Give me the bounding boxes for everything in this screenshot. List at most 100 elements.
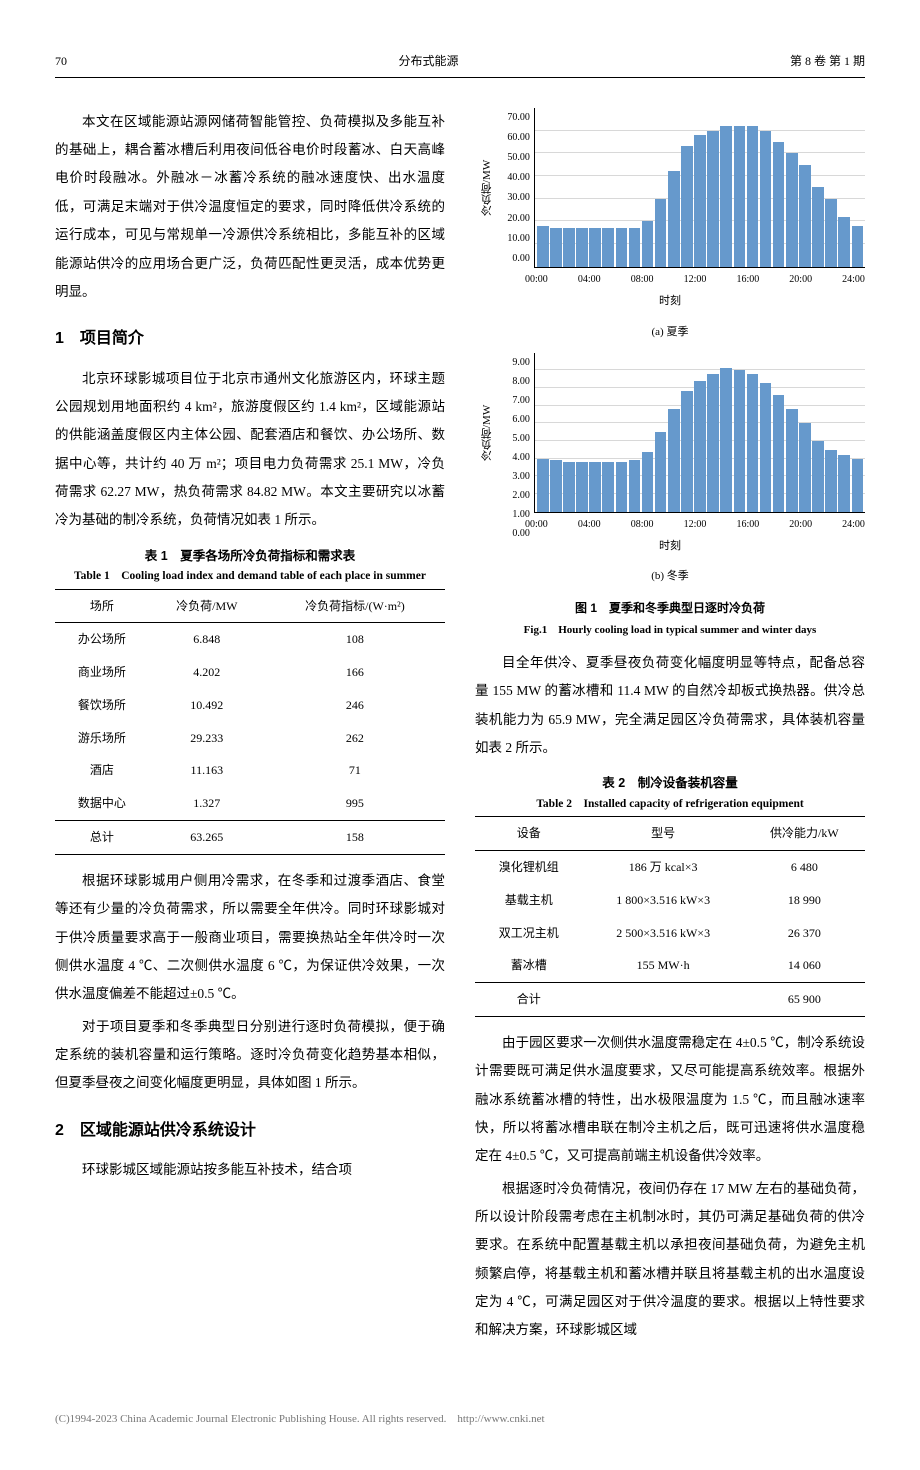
table-cell: 4.202 xyxy=(149,656,265,689)
table-cell: 166 xyxy=(265,656,445,689)
table-cell: 995 xyxy=(265,787,445,820)
table-row: 合计65 900 xyxy=(475,983,865,1017)
chart-bar xyxy=(576,228,588,267)
chart-bar xyxy=(747,374,759,512)
chart-bar xyxy=(602,228,614,267)
table-cell: 6 480 xyxy=(744,851,865,884)
chart-bar xyxy=(563,228,575,267)
issue-info: 第 8 卷 第 1 期 xyxy=(790,50,865,73)
page-header: 70 分布式能源 第 8 卷 第 1 期 xyxy=(55,50,865,78)
chart-bar xyxy=(616,228,628,267)
chart-subtitle: (a) 夏季 xyxy=(475,322,865,343)
chart-bar xyxy=(681,391,693,511)
table-row: 总计63.265158 xyxy=(55,821,445,855)
chart-y-tick: 10.00 xyxy=(500,229,530,248)
table-row: 餐饮场所10.492246 xyxy=(55,689,445,722)
intro-paragraph: 本文在区域能源站源网储荷智能管控、负荷模拟及多能互补的基础上，耦合蓄冰槽后利用夜… xyxy=(55,108,445,306)
chart-bar xyxy=(616,462,628,511)
table-2-title-en: Table 2 Installed capacity of refrigerat… xyxy=(475,796,865,812)
table-cell: 10.492 xyxy=(149,689,265,722)
chart-bar xyxy=(773,142,785,267)
table-cell: 6.848 xyxy=(149,623,265,656)
table-1-title-en: Table 1 Cooling load index and demand ta… xyxy=(55,568,445,584)
table-row: 双工况主机2 500×3.516 kW×326 370 xyxy=(475,917,865,950)
chart-bar xyxy=(629,228,641,267)
chart-bar xyxy=(668,409,680,511)
chart-y-tick: 3.00 xyxy=(500,467,530,486)
chart-bar xyxy=(694,135,706,267)
chart-bar xyxy=(629,460,641,511)
table-cell: 63.265 xyxy=(149,821,265,855)
chart-bar xyxy=(852,226,864,267)
chart-x-tick: 16:00 xyxy=(736,515,759,534)
chart-x-tick: 12:00 xyxy=(684,515,707,534)
table-header-cell: 供冷能力/kW xyxy=(744,817,865,851)
table-cell: 数据中心 xyxy=(55,787,149,820)
figure-1-winter: 冷负荷/MW9.008.007.006.005.004.003.002.001.… xyxy=(475,353,865,588)
chart-y-tick: 4.00 xyxy=(500,448,530,467)
chart-bar xyxy=(786,153,798,267)
figure-1-summer: 冷负荷/MW70.0060.0050.0040.0030.0020.0010.0… xyxy=(475,108,865,343)
chart-y-tick: 1.00 xyxy=(500,505,530,524)
table-cell: 双工况主机 xyxy=(475,917,583,950)
table-header-cell: 型号 xyxy=(583,817,744,851)
chart-bar xyxy=(760,383,772,512)
chart-y-tick: 50.00 xyxy=(500,148,530,167)
table-cell: 155 MW·h xyxy=(583,949,744,982)
chart-y-tick: 20.00 xyxy=(500,209,530,228)
chart-x-label: 时刻 xyxy=(475,291,865,312)
table-cell: 2 500×3.516 kW×3 xyxy=(583,917,744,950)
chart-bar xyxy=(760,131,772,267)
table-cell xyxy=(583,983,744,1017)
page-footer: (C)1994-2023 China Academic Journal Elec… xyxy=(55,1409,865,1430)
chart-y-tick: 6.00 xyxy=(500,410,530,429)
table-cell: 1.327 xyxy=(149,787,265,820)
table-cell: 246 xyxy=(265,689,445,722)
chart-bar xyxy=(681,146,693,266)
section-1-paragraph: 北京环球影城项目位于北京市通州文化旅游区内，环球主题公园规划用地面积约 4 km… xyxy=(55,365,445,535)
chart-y-tick: 30.00 xyxy=(500,188,530,207)
chart-bar xyxy=(563,462,575,511)
table-cell: 餐饮场所 xyxy=(55,689,149,722)
chart-bar xyxy=(747,126,759,267)
chart-bar xyxy=(602,462,614,511)
table-row: 酒店11.16371 xyxy=(55,754,445,787)
table-cell: 18 990 xyxy=(744,884,865,917)
table-header-cell: 冷负荷/MW xyxy=(149,589,265,623)
table-cell: 游乐场所 xyxy=(55,722,149,755)
table-cell: 26 370 xyxy=(744,917,865,950)
left-column: 本文在区域能源站源网储荷智能管控、负荷模拟及多能互补的基础上，耦合蓄冰槽后利用夜… xyxy=(55,108,445,1349)
chart-bar xyxy=(734,126,746,267)
chart-bar xyxy=(707,131,719,267)
chart-bar xyxy=(589,462,601,511)
table-cell: 溴化锂机组 xyxy=(475,851,583,884)
table-cell: 14 060 xyxy=(744,949,865,982)
figure-1-caption-cn: 图 1 夏季和冬季典型日逐时冷负荷 xyxy=(475,597,865,620)
chart-y-tick: 0.00 xyxy=(500,249,530,268)
table-cell: 1 800×3.516 kW×3 xyxy=(583,884,744,917)
chart-y-tick: 2.00 xyxy=(500,486,530,505)
page-number: 70 xyxy=(55,50,67,73)
chart-bar xyxy=(589,228,601,267)
table-cell: 158 xyxy=(265,821,445,855)
chart-y-tick: 60.00 xyxy=(500,128,530,147)
right-paragraph-2: 由于园区要求一次侧供水温度需稳定在 4±0.5 ℃，制冷系统设计需要既可满足供水… xyxy=(475,1029,865,1171)
chart-bar xyxy=(655,432,667,512)
chart-bar xyxy=(812,441,824,512)
table-row: 基载主机1 800×3.516 kW×318 990 xyxy=(475,884,865,917)
journal-title: 分布式能源 xyxy=(398,50,458,73)
chart-bar xyxy=(799,423,811,511)
chart-bar xyxy=(720,126,732,267)
chart-y-label: 冷负荷/MW xyxy=(475,353,500,513)
chart-y-tick: 9.00 xyxy=(500,353,530,372)
chart-bar xyxy=(838,217,850,267)
chart-y-tick: 0.00 xyxy=(500,524,530,543)
chart-bar xyxy=(825,450,837,512)
chart-y-tick: 7.00 xyxy=(500,391,530,410)
table-cell: 29.233 xyxy=(149,722,265,755)
table-cell: 合计 xyxy=(475,983,583,1017)
right-paragraph-1: 目全年供冷、夏季昼夜负荷变化幅度明显等特点，配备总容量 155 MW 的蓄冰槽和… xyxy=(475,649,865,762)
table-header-cell: 冷负荷指标/(W·m²) xyxy=(265,589,445,623)
paragraph-after-table1-b: 对于项目夏季和冬季典型日分别进行逐时负荷模拟，便于确定系统的装机容量和运行策略。… xyxy=(55,1013,445,1098)
chart-x-tick: 08:00 xyxy=(631,270,654,289)
